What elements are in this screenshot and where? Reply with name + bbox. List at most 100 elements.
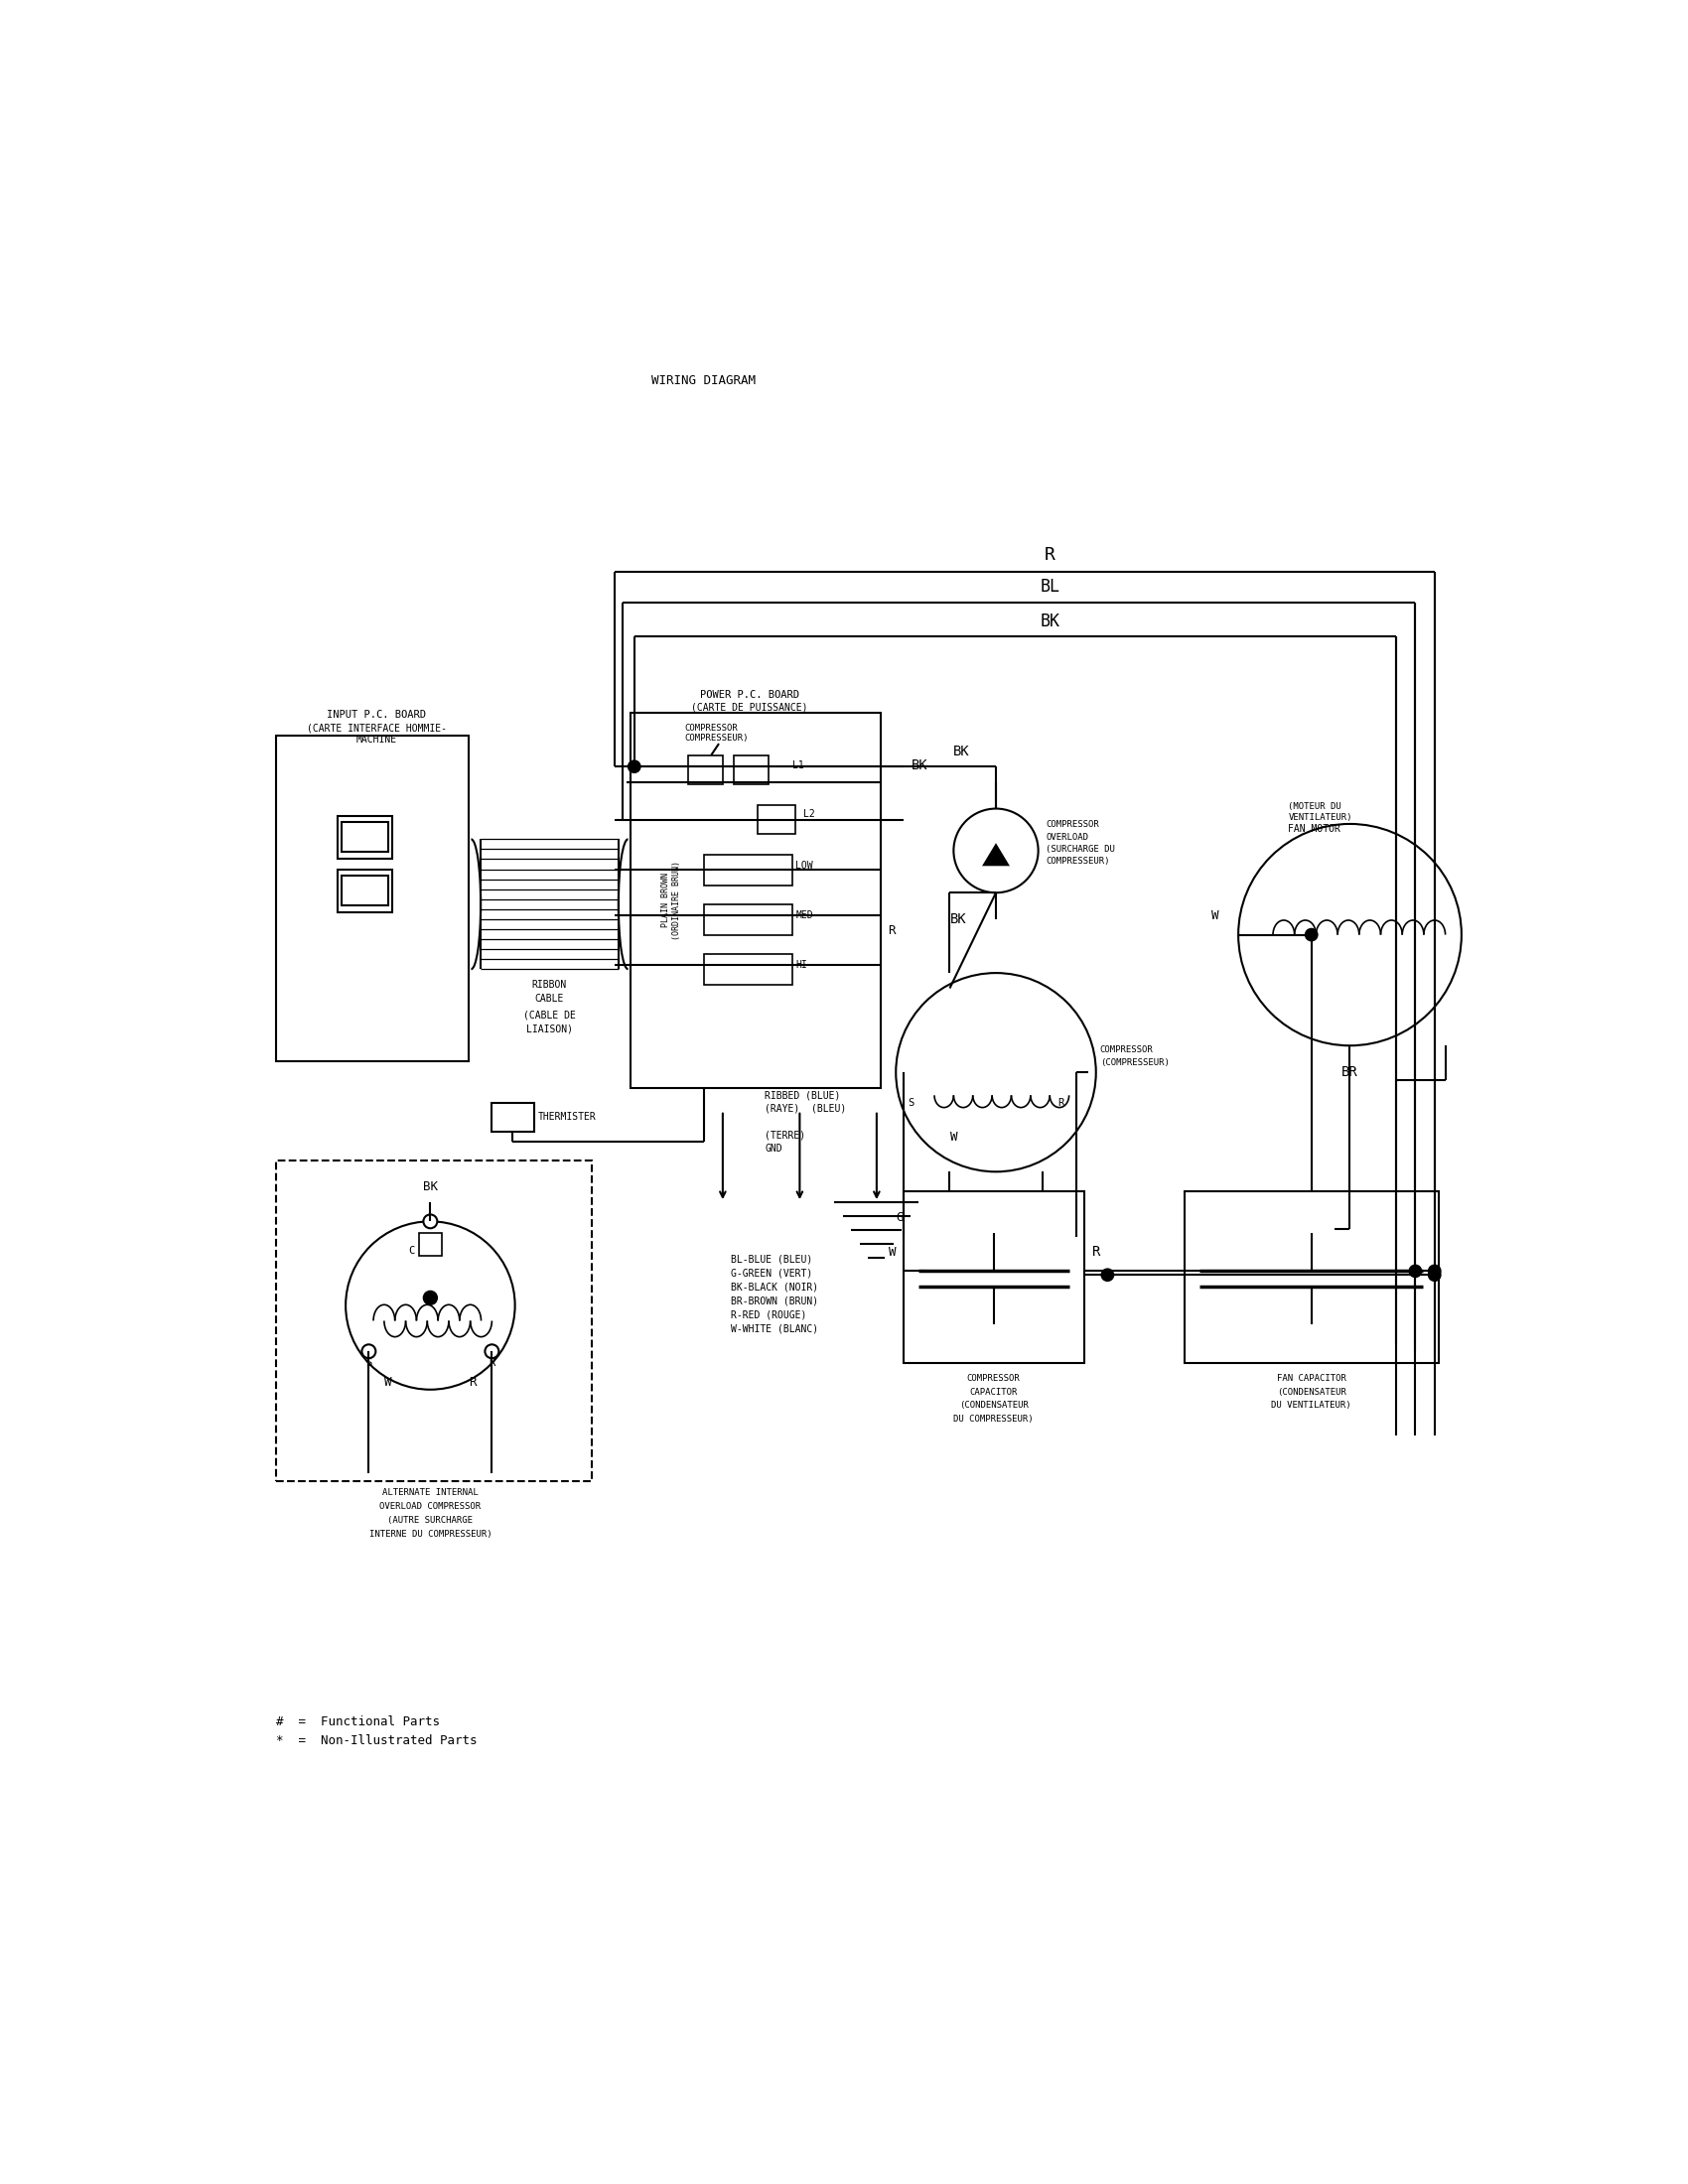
- Text: COMPRESSOR: COMPRESSOR: [684, 723, 738, 734]
- Text: INTERNE DU COMPRESSEUR): INTERNE DU COMPRESSEUR): [370, 1529, 491, 1538]
- Text: MACHINE: MACHINE: [356, 734, 397, 745]
- Bar: [338, 817, 392, 858]
- Text: WIRING DIAGRAM: WIRING DIAGRAM: [652, 373, 756, 387]
- Text: RIBBON: RIBBON: [532, 978, 567, 989]
- Text: (AUTRE SURCHARGE: (AUTRE SURCHARGE: [388, 1516, 473, 1524]
- Circle shape: [361, 1345, 376, 1358]
- Text: COMPRESSEUR): COMPRESSEUR): [1047, 856, 1111, 865]
- Text: G: G: [896, 1212, 903, 1223]
- Bar: [419, 1232, 442, 1256]
- Circle shape: [1409, 1265, 1421, 1278]
- Text: RIBBED (BLUE): RIBBED (BLUE): [765, 1090, 841, 1101]
- Text: BK: BK: [1040, 612, 1060, 631]
- Text: LIAISON): LIAISON): [527, 1024, 572, 1033]
- Circle shape: [424, 1214, 437, 1227]
- Text: COMPRESSOR: COMPRESSOR: [967, 1374, 1020, 1382]
- Circle shape: [1428, 1269, 1440, 1282]
- Circle shape: [346, 1221, 515, 1389]
- Text: CABLE: CABLE: [535, 994, 564, 1002]
- Text: OVERLOAD COMPRESSOR: OVERLOAD COMPRESSOR: [380, 1503, 481, 1511]
- Text: THERMISTER: THERMISTER: [538, 1112, 596, 1123]
- Circle shape: [896, 974, 1096, 1171]
- Text: MED: MED: [795, 911, 814, 922]
- Text: R: R: [1058, 1099, 1065, 1107]
- Text: (RAYE)  (BLEU): (RAYE) (BLEU): [765, 1103, 847, 1114]
- Text: W-WHITE (BLANC): W-WHITE (BLANC): [731, 1324, 819, 1334]
- Text: COMPRESSOR: COMPRESSOR: [1101, 1044, 1153, 1055]
- Text: BL-BLUE (BLEU): BL-BLUE (BLEU): [731, 1254, 812, 1265]
- Text: R: R: [1045, 546, 1055, 563]
- Circle shape: [1428, 1265, 1440, 1278]
- Text: POWER P.C. BOARD: POWER P.C. BOARD: [701, 690, 800, 699]
- Bar: [341, 876, 388, 906]
- Text: OVERLOAD: OVERLOAD: [1047, 832, 1089, 841]
- Circle shape: [484, 1345, 498, 1358]
- Circle shape: [628, 760, 640, 773]
- Text: C: C: [408, 1245, 414, 1256]
- Text: (MOTEUR DU: (MOTEUR DU: [1288, 802, 1342, 810]
- Text: (COMPRESSEUR): (COMPRESSEUR): [1101, 1057, 1170, 1066]
- Text: BK: BK: [954, 745, 969, 758]
- Text: BK: BK: [950, 913, 966, 926]
- Text: BR: BR: [1342, 1066, 1359, 1079]
- Text: L1: L1: [792, 760, 803, 771]
- Text: COMPRESSEUR): COMPRESSEUR): [684, 734, 748, 743]
- Bar: [277, 1160, 592, 1481]
- Circle shape: [1239, 823, 1462, 1046]
- Bar: [689, 756, 722, 784]
- Text: R: R: [888, 924, 896, 937]
- Text: (CABLE DE: (CABLE DE: [523, 1009, 576, 1020]
- Text: GND: GND: [765, 1144, 783, 1153]
- Text: R: R: [1092, 1245, 1101, 1258]
- Text: R: R: [490, 1358, 495, 1367]
- Text: FAN CAPACITOR: FAN CAPACITOR: [1276, 1374, 1345, 1382]
- Text: R-RED (ROUGE): R-RED (ROUGE): [731, 1310, 807, 1319]
- Text: W: W: [1212, 909, 1219, 922]
- Circle shape: [1305, 928, 1318, 941]
- Text: L2: L2: [803, 808, 815, 819]
- Text: #  =  Functional Parts: # = Functional Parts: [277, 1717, 441, 1728]
- Bar: [341, 823, 388, 852]
- Text: (CONDENSATEUR: (CONDENSATEUR: [959, 1402, 1028, 1411]
- Bar: [704, 904, 792, 935]
- Text: FAN MOTOR: FAN MOTOR: [1288, 823, 1340, 834]
- Circle shape: [1101, 1269, 1114, 1282]
- Text: BL: BL: [1040, 579, 1060, 596]
- Text: (TERRE): (TERRE): [765, 1129, 805, 1140]
- Text: BK: BK: [424, 1182, 437, 1192]
- Text: R: R: [469, 1376, 476, 1389]
- Text: (SURCHARGE DU: (SURCHARGE DU: [1047, 845, 1116, 854]
- Polygon shape: [982, 843, 1009, 865]
- Text: ALTERNATE INTERNAL: ALTERNATE INTERNAL: [381, 1487, 478, 1498]
- Text: W: W: [888, 1245, 896, 1258]
- Text: INPUT P.C. BOARD: INPUT P.C. BOARD: [327, 710, 425, 719]
- Text: (CONDENSATEUR: (CONDENSATEUR: [1276, 1387, 1345, 1396]
- Text: G-GREEN (VERT): G-GREEN (VERT): [731, 1269, 812, 1278]
- Bar: [704, 954, 792, 985]
- Text: S: S: [908, 1099, 915, 1107]
- Text: BK-BLACK (NOIR): BK-BLACK (NOIR): [731, 1282, 819, 1293]
- Text: (CARTE INTERFACE HOMMIE-: (CARTE INTERFACE HOMMIE-: [307, 723, 446, 734]
- Text: COMPRESSOR: COMPRESSOR: [1047, 821, 1099, 830]
- Text: LOW: LOW: [795, 860, 814, 871]
- Text: HI: HI: [795, 961, 807, 970]
- Bar: [903, 1190, 1084, 1363]
- Text: BK: BK: [912, 758, 928, 771]
- Text: S: S: [366, 1358, 371, 1367]
- Bar: [338, 869, 392, 913]
- Bar: [734, 756, 770, 784]
- Bar: [630, 714, 881, 1088]
- Text: W: W: [950, 1131, 957, 1144]
- Text: DU COMPRESSEUR): DU COMPRESSEUR): [954, 1415, 1033, 1424]
- Bar: [758, 806, 795, 834]
- Bar: [491, 1103, 533, 1131]
- Bar: [277, 736, 469, 1061]
- Text: CAPACITOR: CAPACITOR: [969, 1387, 1018, 1396]
- Text: (CARTE DE PUISSANCE): (CARTE DE PUISSANCE): [692, 701, 809, 712]
- Text: PLAIN BROWN
(ORDINAIRE BRUN): PLAIN BROWN (ORDINAIRE BRUN): [662, 860, 680, 939]
- Bar: [1185, 1190, 1438, 1363]
- Circle shape: [954, 808, 1038, 893]
- Text: W: W: [385, 1376, 392, 1389]
- Text: DU VENTILATEUR): DU VENTILATEUR): [1271, 1402, 1352, 1411]
- Text: *  =  Non-Illustrated Parts: * = Non-Illustrated Parts: [277, 1734, 478, 1747]
